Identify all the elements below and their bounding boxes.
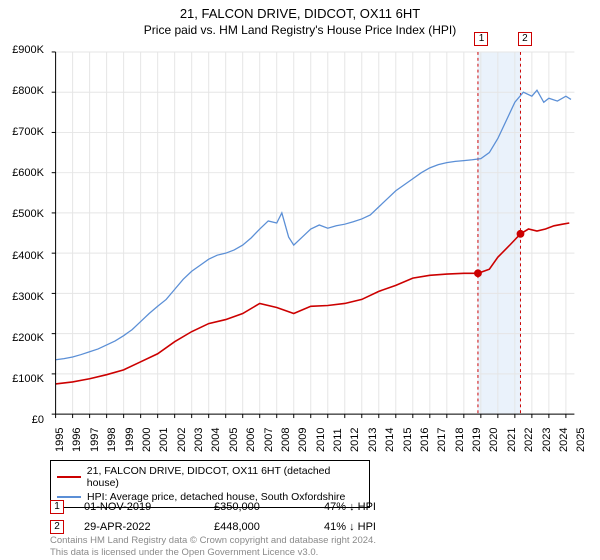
x-tick-label: 2023: [541, 428, 553, 452]
x-tick-label: 2013: [367, 428, 379, 452]
chart-svg: [50, 50, 580, 420]
y-axis-labels: £0£100K£200K£300K£400K£500K£600K£700K£80…: [0, 50, 46, 420]
x-tick-label: 2007: [263, 428, 275, 452]
x-tick-label: 2015: [402, 428, 414, 452]
x-tick-label: 1998: [106, 428, 118, 452]
y-tick-label: £600K: [12, 167, 44, 179]
sale-price-1: £350,000: [214, 501, 304, 513]
footer-line1: Contains HM Land Registry data © Crown c…: [50, 535, 376, 546]
x-tick-label: 2018: [454, 428, 466, 452]
x-tick-label: 1997: [89, 428, 101, 452]
x-tick-label: 2021: [506, 428, 518, 452]
y-tick-label: £0: [32, 414, 44, 426]
sale-date-2: 29-APR-2022: [84, 521, 194, 533]
chart-marker-2: 2: [518, 32, 532, 46]
x-tick-label: 2025: [575, 428, 587, 452]
x-tick-label: 1995: [54, 428, 66, 452]
x-tick-label: 2008: [280, 428, 292, 452]
y-tick-label: £800K: [12, 85, 44, 97]
x-tick-label: 2001: [158, 428, 170, 452]
y-tick-label: £900K: [12, 44, 44, 56]
chart-marker-1: 1: [474, 32, 488, 46]
x-tick-label: 1996: [71, 428, 83, 452]
x-tick-label: 2024: [558, 428, 570, 452]
x-tick-label: 2014: [384, 428, 396, 452]
x-tick-label: 2012: [349, 428, 361, 452]
x-tick-label: 2011: [332, 428, 344, 452]
legend-item: 21, FALCON DRIVE, DIDCOT, OX11 6HT (deta…: [57, 464, 363, 490]
chart-subtitle: Price paid vs. HM Land Registry's House …: [0, 21, 600, 41]
y-tick-label: £100K: [12, 373, 44, 385]
sale-row-1: 1 01-NOV-2019 £350,000 47% ↓ HPI: [50, 500, 570, 514]
x-tick-label: 2009: [297, 428, 309, 452]
x-tick-label: 2017: [436, 428, 448, 452]
chart-title: 21, FALCON DRIVE, DIDCOT, OX11 6HT: [0, 0, 600, 21]
sale-price-2: £448,000: [214, 521, 304, 533]
y-tick-label: £500K: [12, 208, 44, 220]
sale-marker-2: 2: [50, 520, 64, 534]
x-tick-label: 1999: [124, 428, 136, 452]
sale-marker-1: 1: [50, 500, 64, 514]
x-tick-label: 2022: [523, 428, 535, 452]
x-tick-label: 2002: [176, 428, 188, 452]
x-tick-label: 2005: [228, 428, 240, 452]
sale-row-2: 2 29-APR-2022 £448,000 41% ↓ HPI: [50, 520, 570, 534]
y-tick-label: £400K: [12, 250, 44, 262]
plot-area: [50, 50, 580, 420]
x-tick-label: 2020: [488, 428, 500, 452]
x-tick-label: 2019: [471, 428, 483, 452]
y-tick-label: £700K: [12, 126, 44, 138]
y-tick-label: £300K: [12, 291, 44, 303]
sale-date-1: 01-NOV-2019: [84, 501, 194, 513]
footer-attribution: Contains HM Land Registry data © Crown c…: [50, 535, 580, 558]
footer-line2: This data is licensed under the Open Gov…: [50, 547, 318, 558]
x-tick-label: 2000: [141, 428, 153, 452]
x-tick-label: 2010: [315, 428, 327, 452]
legend-swatch: [57, 476, 81, 478]
x-tick-label: 2003: [193, 428, 205, 452]
sale-pct-2: 41% ↓ HPI: [324, 521, 424, 533]
y-tick-label: £200K: [12, 332, 44, 344]
legend-label: 21, FALCON DRIVE, DIDCOT, OX11 6HT (deta…: [87, 465, 363, 489]
x-tick-label: 2016: [419, 428, 431, 452]
chart-container: 21, FALCON DRIVE, DIDCOT, OX11 6HT Price…: [0, 0, 600, 560]
legend-swatch: [57, 496, 81, 498]
sale-pct-1: 47% ↓ HPI: [324, 501, 424, 513]
x-tick-label: 2006: [245, 428, 257, 452]
x-axis-labels: 1995 1996 1997 1998 1999 2000 2001 2002 2003 2004…: [50, 422, 580, 462]
x-tick-label: 2004: [210, 428, 222, 452]
